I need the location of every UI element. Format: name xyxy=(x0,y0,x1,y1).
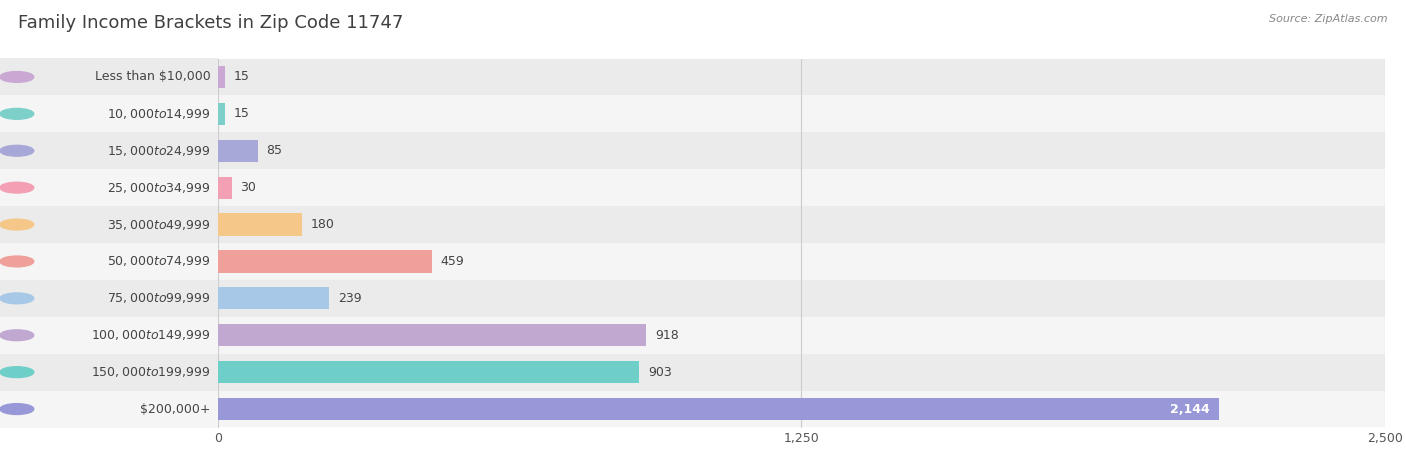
Bar xyxy=(218,66,225,88)
Text: 459: 459 xyxy=(440,255,464,268)
Bar xyxy=(218,361,640,383)
Text: 239: 239 xyxy=(337,292,361,305)
Text: Source: ZipAtlas.com: Source: ZipAtlas.com xyxy=(1270,14,1388,23)
Text: Less than $10,000: Less than $10,000 xyxy=(96,71,211,83)
Text: 180: 180 xyxy=(311,218,335,231)
Bar xyxy=(218,169,1385,206)
Bar xyxy=(218,280,1385,317)
Bar xyxy=(218,250,432,273)
Text: $100,000 to $149,999: $100,000 to $149,999 xyxy=(91,328,211,342)
Text: $10,000 to $14,999: $10,000 to $14,999 xyxy=(107,107,211,121)
Bar xyxy=(218,354,1385,391)
Bar xyxy=(218,132,1385,169)
Bar xyxy=(218,398,1219,420)
Text: $75,000 to $99,999: $75,000 to $99,999 xyxy=(107,291,211,306)
Bar xyxy=(218,287,329,310)
Text: 918: 918 xyxy=(655,329,679,342)
Text: 15: 15 xyxy=(233,71,249,83)
Text: 30: 30 xyxy=(240,181,256,194)
Bar xyxy=(218,317,1385,354)
Bar xyxy=(218,103,225,125)
Bar xyxy=(218,391,1385,428)
Text: $15,000 to $24,999: $15,000 to $24,999 xyxy=(107,144,211,158)
Bar xyxy=(218,95,1385,132)
Text: 903: 903 xyxy=(648,366,672,378)
Text: $200,000+: $200,000+ xyxy=(141,403,211,415)
Bar xyxy=(218,176,232,199)
Text: 2,144: 2,144 xyxy=(1170,403,1209,415)
Bar xyxy=(218,324,647,346)
Bar xyxy=(218,140,257,162)
Text: $150,000 to $199,999: $150,000 to $199,999 xyxy=(91,365,211,379)
Bar xyxy=(218,206,1385,243)
Text: $25,000 to $34,999: $25,000 to $34,999 xyxy=(107,180,211,195)
Text: $35,000 to $49,999: $35,000 to $49,999 xyxy=(107,217,211,232)
Text: 15: 15 xyxy=(233,108,249,120)
Bar xyxy=(218,213,302,236)
Text: $50,000 to $74,999: $50,000 to $74,999 xyxy=(107,254,211,269)
Text: Family Income Brackets in Zip Code 11747: Family Income Brackets in Zip Code 11747 xyxy=(18,14,404,32)
Text: 85: 85 xyxy=(266,144,283,157)
Bar xyxy=(218,243,1385,280)
Bar xyxy=(218,58,1385,95)
